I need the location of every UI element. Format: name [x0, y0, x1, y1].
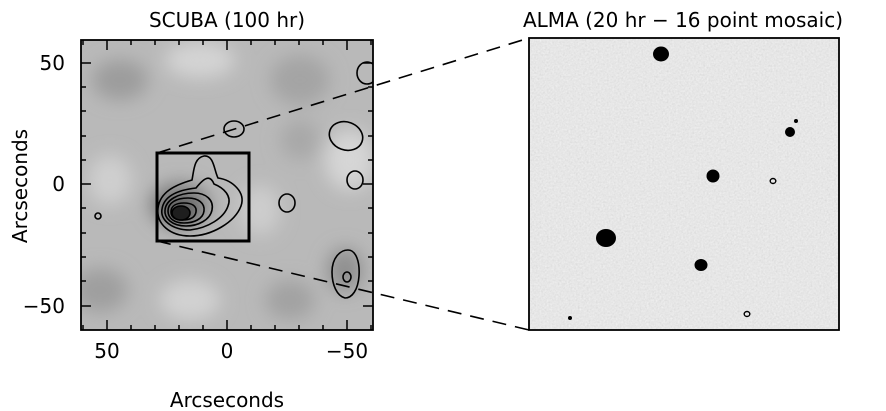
zoom-box: [155, 151, 251, 243]
scuba-ticks: [81, 40, 373, 330]
alma-source: [596, 229, 616, 247]
y-tick-label: −50: [23, 294, 65, 318]
y-axis-label: Arcseconds: [8, 129, 32, 243]
alma-sources: [568, 46, 798, 320]
alma-frame: [528, 37, 840, 331]
alma-source: [568, 316, 572, 320]
alma-title: ALMA (20 hr − 16 point mosaic): [523, 8, 843, 32]
alma-source: [785, 127, 795, 137]
zoom-connector-lines: [156, 37, 530, 331]
scuba-map: [81, 40, 373, 330]
y-tick-label: 0: [52, 172, 65, 196]
alma-source: [706, 169, 720, 183]
x-tick-label: 0: [221, 339, 234, 363]
x-tick-label: 50: [94, 339, 119, 363]
scuba-contours: [94, 61, 373, 299]
y-tick-label: 50: [40, 51, 65, 75]
alma-source: [794, 119, 798, 123]
x-tick-label: −50: [326, 339, 368, 363]
alma-source: [743, 310, 751, 318]
alma-source: [769, 177, 777, 185]
alma-source: [653, 46, 669, 62]
alma-source: [694, 259, 708, 271]
x-axis-label: Arcseconds: [170, 388, 284, 411]
alma-background: [529, 38, 839, 330]
scuba-title: SCUBA (100 hr): [149, 8, 305, 32]
alma-map: [528, 37, 840, 331]
